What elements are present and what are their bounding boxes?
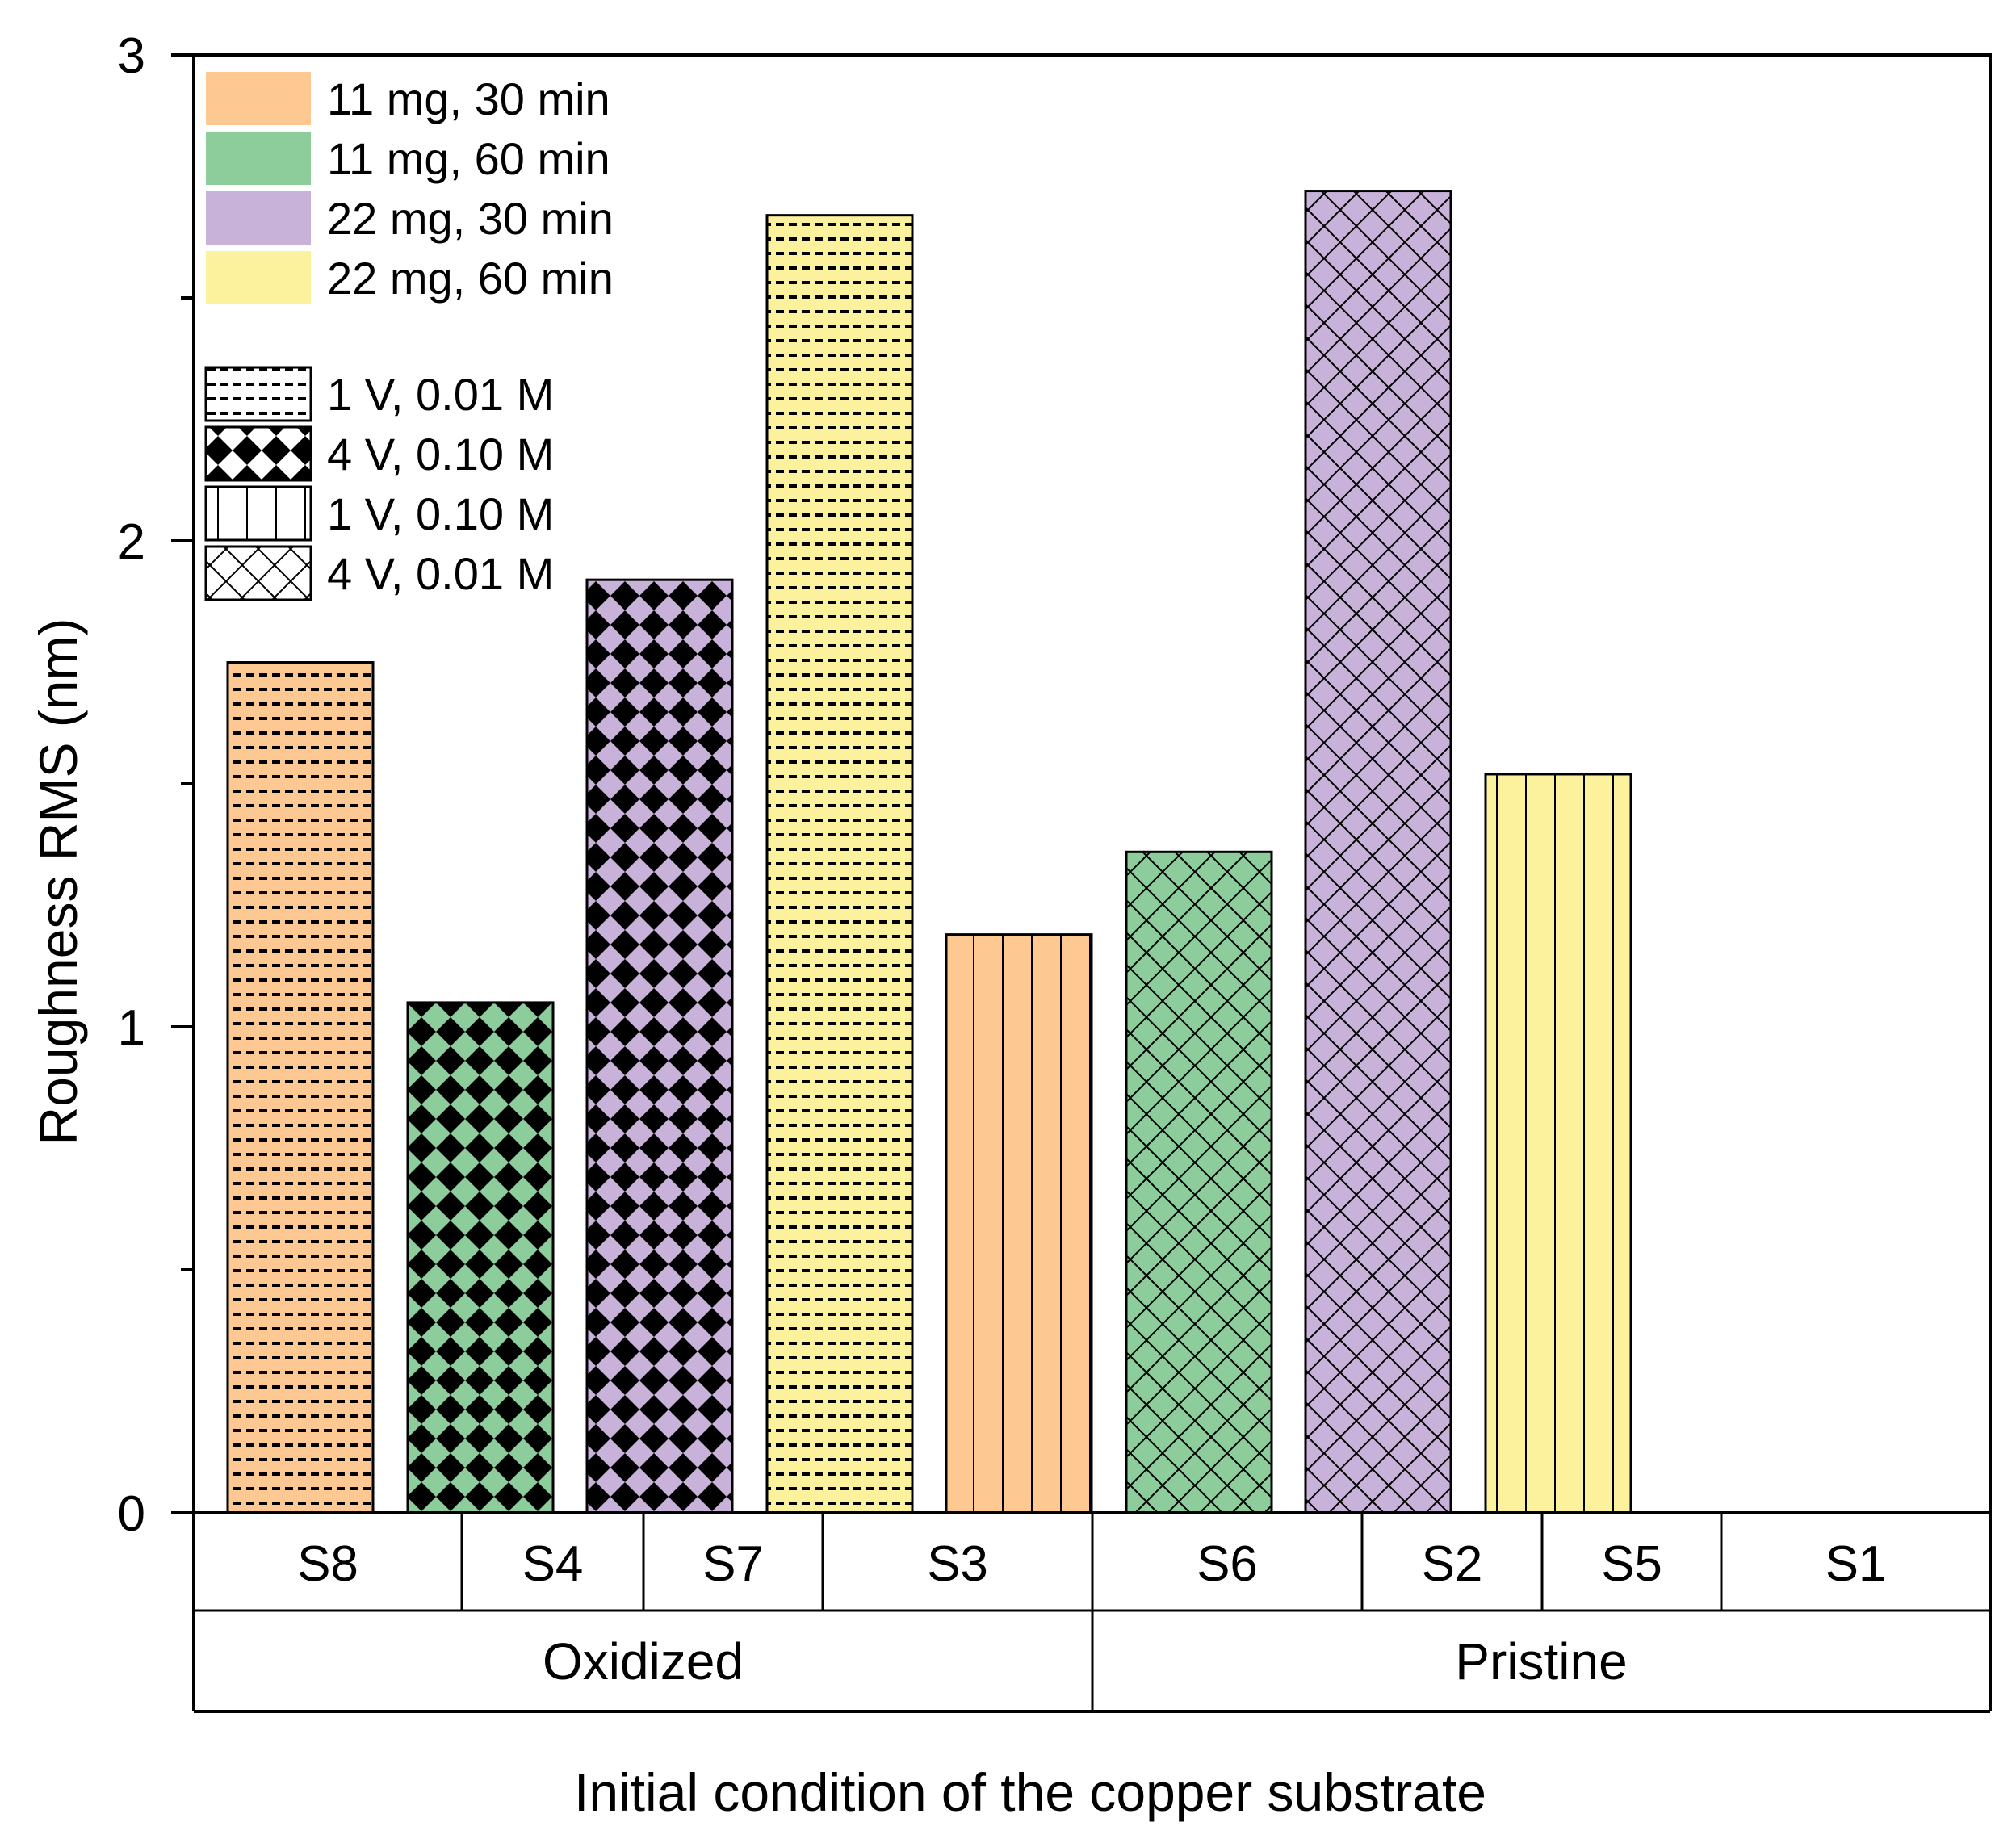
category-label-s6: S6 xyxy=(1197,1536,1258,1592)
group-label-pristine: Pristine xyxy=(1455,1632,1627,1690)
legend-swatch-22-mg-30-min xyxy=(206,191,311,245)
legend-pattern-1-v-0-10-m xyxy=(204,485,312,542)
legend-pattern-1-v-0-01-m xyxy=(204,366,312,422)
category-label-s8: S8 xyxy=(297,1536,358,1592)
bar-oxidized-s4 xyxy=(406,1001,555,1514)
group-label-oxidized: Oxidized xyxy=(543,1632,744,1690)
bar-oxidized-s7 xyxy=(585,578,734,1514)
category-label-s1: S1 xyxy=(1825,1536,1887,1592)
category-label-s4: S4 xyxy=(522,1536,584,1592)
bars-layer xyxy=(226,190,1632,1514)
x-axis-label: Initial condition of the copper substrat… xyxy=(574,1762,1486,1822)
bar-pristine-s1 xyxy=(1484,773,1632,1514)
legend-label-22-mg-30-min: 22 mg, 30 min xyxy=(327,193,614,244)
y-tick-label-3: 3 xyxy=(118,28,145,84)
y-axis-label: Roughness RMS (nm) xyxy=(28,618,88,1146)
legend-swatch-11-mg-60-min xyxy=(206,132,311,185)
legend: 11 mg, 30 min 11 mg, 60 min 22 mg, 30 min 2… xyxy=(204,72,614,601)
category-table: S8 S4 S7 S3 Oxidized S6 S2 S5 S1 Pristine xyxy=(192,1513,1992,1713)
legend-label-4-v-0-01-m: 4 V, 0.01 M xyxy=(327,548,554,599)
category-label-s7: S7 xyxy=(702,1536,764,1592)
legend-label-11-mg-60-min: 11 mg, 60 min xyxy=(327,133,610,184)
bar-oxidized-s3 xyxy=(765,214,914,1514)
legend-pattern-4-v-0-01-m xyxy=(204,545,312,601)
bar-pristine-s6 xyxy=(945,933,1093,1514)
legend-label-1-v-0-10-m: 1 V, 0.10 M xyxy=(327,488,554,539)
bar-pristine-s2 xyxy=(1125,850,1273,1514)
category-label-s5: S5 xyxy=(1601,1536,1662,1592)
bar-pristine-s5 xyxy=(1304,190,1452,1514)
bar-oxidized-s8 xyxy=(226,661,375,1514)
legend-pattern-4-v-0-10-m xyxy=(204,425,312,482)
legend-swatch-11-mg-30-min xyxy=(206,72,311,125)
legend-swatch-22-mg-60-min xyxy=(206,251,311,304)
y-tick-label-1: 1 xyxy=(118,1000,145,1056)
y-tick-label-0: 0 xyxy=(118,1486,145,1542)
y-tick-label-2: 2 xyxy=(118,514,145,570)
legend-label-4-v-0-10-m: 4 V, 0.10 M xyxy=(327,429,554,480)
category-label-s3: S3 xyxy=(927,1536,988,1592)
legend-label-1-v-0-01-m: 1 V, 0.01 M xyxy=(327,369,554,420)
category-label-s2: S2 xyxy=(1422,1536,1483,1592)
y-axis: 0 1 2 3 xyxy=(118,28,194,1542)
legend-label-22-mg-60-min: 22 mg, 60 min xyxy=(327,253,614,304)
legend-label-11-mg-30-min: 11 mg, 30 min xyxy=(327,73,610,124)
